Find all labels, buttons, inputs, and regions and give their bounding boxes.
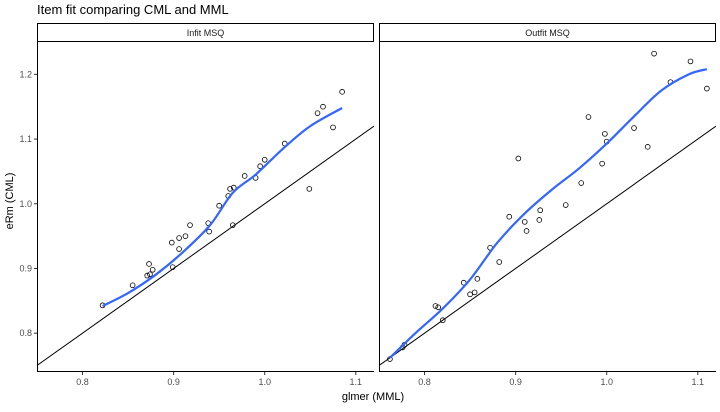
x-tick-label: 0.8 [76,377,89,387]
x-tick-label: 0.9 [509,377,522,387]
data-point [562,202,569,208]
data-point [187,222,193,228]
data-point [314,110,321,116]
data-point [467,291,473,298]
data-point [687,58,694,65]
data-point [144,272,151,279]
x-tick-label: 1.0 [600,377,613,387]
data-point [169,239,175,246]
data-point [176,246,182,252]
data-point [149,266,156,273]
data-point [521,219,528,225]
data-point [599,160,605,167]
data-point [471,289,478,296]
data-point [320,103,326,110]
reference-line [37,125,374,366]
data-point [474,276,481,282]
y-tick-label: 1.0 [19,199,32,209]
data-point [339,89,345,95]
data-point [261,156,268,163]
x-tick-label: 0.8 [418,377,431,387]
data-point [432,303,439,309]
data-point [602,131,608,137]
smooth-line [102,107,343,307]
panel-outfit-msq: Outfit MSQ 0.8 0.9 1.0 1.1 [379,23,716,387]
data-point [216,202,222,209]
data-point [435,304,442,311]
data-point [227,186,233,192]
strip-label: Infit MSQ [187,28,225,38]
data-point [506,213,513,220]
data-point [330,124,336,131]
x-tick-label: 0.9 [167,377,180,387]
x-axis-label: glmer (MML) [342,391,404,403]
plot-area [379,50,716,366]
data-point [631,125,637,131]
data-point [704,85,710,92]
data-point [206,228,212,235]
strip-box [379,23,716,42]
x-tick-label: 1.1 [692,377,705,387]
y-tick-label: 0.8 [19,328,32,338]
data-point [439,317,446,324]
x-tick-label: 1.1 [350,377,363,387]
data-point [176,235,182,241]
y-axis-label: eRm (CML) [4,173,16,230]
data-point [306,186,313,192]
data-point [515,155,522,162]
strip-label: Outfit MSQ [525,28,570,38]
panel-infit-msq: Infit MSQ 0.8 0.9 1.0 1.1 0.8 0.9 1.0 1.1 1.2 [19,23,374,387]
y-tick-label: 1.1 [19,134,32,144]
x-tick-label: 1.0 [258,377,271,387]
data-point [523,228,530,234]
data-point [146,261,152,267]
data-point [257,163,263,170]
data-point [230,222,236,228]
chart-title: Item fit comparing CML and MML [37,2,229,17]
data-point [651,50,657,57]
data-point [578,180,584,186]
y-tick-label: 1.2 [19,69,32,79]
data-point [147,271,153,278]
data-point [182,233,189,239]
y-tick-label: 0.9 [19,263,32,273]
data-point [644,144,651,150]
panels-group: Infit MSQ 0.8 0.9 1.0 1.1 0.8 0.9 1.0 1.1 1.2 Outf… [19,23,716,387]
data-point [537,207,544,214]
data-point [129,282,136,289]
reference-line [379,125,716,366]
data-point [230,184,237,191]
data-point [169,264,176,270]
data-point [536,217,543,223]
data-point [241,173,248,179]
plot-area [37,89,374,366]
strip-box [37,23,374,42]
smooth-line [389,68,708,359]
data-point [585,114,592,120]
data-point [496,259,503,265]
